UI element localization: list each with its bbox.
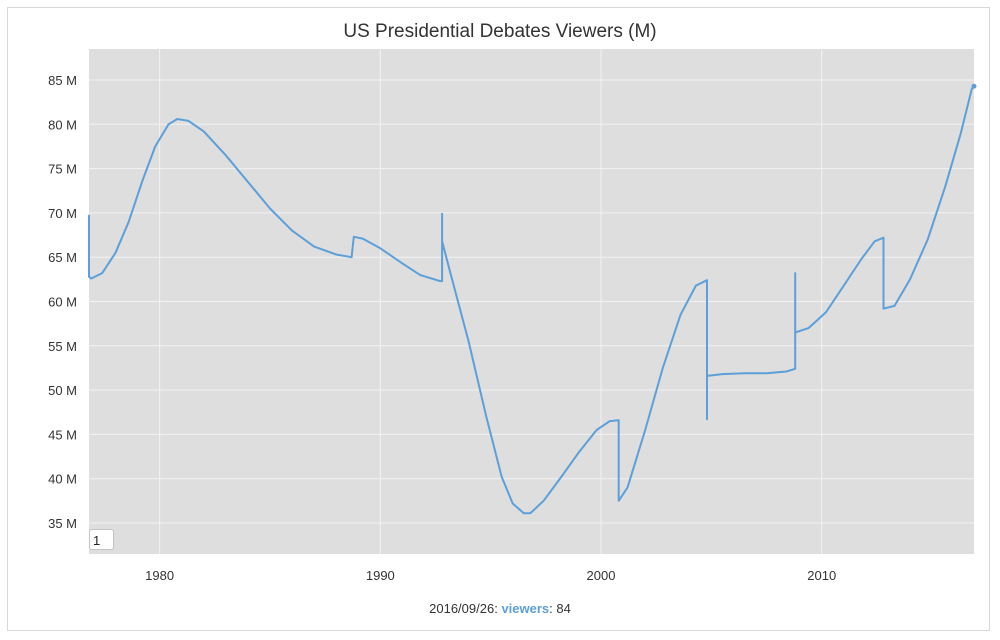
y-tick-label: 45 M bbox=[48, 427, 77, 442]
y-tick-label: 75 M bbox=[48, 162, 77, 177]
highlight-point bbox=[971, 83, 977, 89]
x-tick-label: 1990 bbox=[366, 568, 395, 583]
y-tick-label: 35 M bbox=[48, 516, 77, 531]
legend-value: 84 bbox=[556, 601, 571, 616]
y-tick-label: 40 M bbox=[48, 472, 77, 487]
x-axis: 1980 1990 2000 2010 bbox=[145, 568, 836, 583]
roll-period-input[interactable] bbox=[89, 529, 114, 550]
y-tick-label: 50 M bbox=[48, 383, 77, 398]
legend-series-name: viewers bbox=[501, 601, 550, 616]
x-tick-label: 1980 bbox=[145, 568, 174, 583]
y-tick-label: 85 M bbox=[48, 73, 77, 88]
x-tick-label: 2010 bbox=[807, 568, 836, 583]
grid-lines bbox=[89, 49, 974, 554]
legend: 2016/09/26: viewers: 84 bbox=[0, 601, 1000, 616]
y-tick-label: 65 M bbox=[48, 250, 77, 265]
y-tick-label: 60 M bbox=[48, 295, 77, 310]
legend-value-prefix: : bbox=[549, 601, 557, 616]
chart-title: US Presidential Debates Viewers (M) bbox=[343, 21, 657, 42]
y-tick-label: 55 M bbox=[48, 339, 77, 354]
y-axis: 35 M 40 M 45 M 50 M 55 M 60 M 65 M 70 M 75 M 80 M… bbox=[48, 73, 77, 531]
legend-date: 2016/09/26 bbox=[429, 601, 495, 616]
y-tick-label: 70 M bbox=[48, 206, 77, 221]
y-tick-label: 80 M bbox=[48, 117, 77, 132]
legend-separator: : bbox=[494, 601, 502, 616]
series-line-viewers bbox=[88, 85, 975, 515]
x-tick-label: 2000 bbox=[587, 568, 616, 583]
